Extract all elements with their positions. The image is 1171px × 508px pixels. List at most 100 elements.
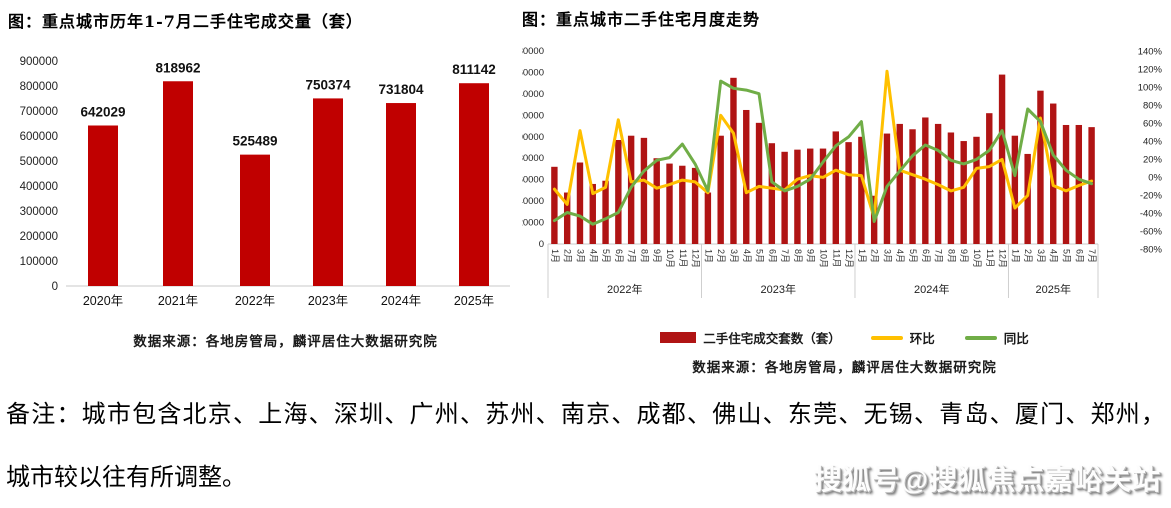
- legend-label-sales: 二手住宅成交套数（套）: [703, 331, 841, 346]
- monthly-bar: [679, 165, 686, 244]
- monthly-bar: [755, 122, 763, 244]
- footnote-line2: 城市较以往有所调整。: [6, 463, 246, 491]
- y-tick: 300000: [20, 206, 58, 218]
- right-axis-tick: -60%: [1140, 226, 1163, 237]
- right-axis-tick: 0%: [1148, 172, 1162, 183]
- left-axis-tick: 140000: [522, 89, 544, 100]
- monthly-chart-source: 数据来源：各地房管局，麟评居住大数据研究院: [692, 360, 997, 376]
- bar-value-label: 811142: [452, 62, 496, 77]
- monthly-bars: [551, 74, 1095, 245]
- annual-bar: [313, 98, 343, 287]
- monthly-bar: [563, 192, 571, 244]
- month-label: 1月: [857, 249, 867, 263]
- year-label: 2025年: [1035, 282, 1070, 296]
- month-label: 10月: [819, 249, 829, 268]
- left-axis-tick: 80000: [522, 153, 544, 164]
- monthly-bar: [845, 142, 852, 244]
- legend-item-mom: 环比: [870, 328, 935, 347]
- mom-line: [552, 69, 1094, 220]
- left-axis-tick: 60000: [522, 175, 544, 186]
- month-label: 11月: [678, 249, 688, 267]
- month-label: 1月: [703, 249, 713, 263]
- monthly-bar: [909, 129, 916, 244]
- monthly-bar: [1024, 153, 1031, 244]
- footnote-line1: 备注：城市包含北京、上海、深圳、广州、苏州、南京、成都、佛山、东莞、无锡、青岛、…: [6, 400, 1165, 428]
- right-axis-tick: 40%: [1143, 136, 1163, 147]
- monthly-chart-title: 图：重点城市二手住宅月度走势: [522, 10, 761, 29]
- month-label: 5月: [601, 249, 611, 263]
- legend-item-sales: 二手住宅成交套数（套）: [660, 328, 841, 347]
- y-tick: 800000: [20, 81, 58, 93]
- month-label: 9月: [959, 249, 969, 263]
- month-label: 10月: [972, 249, 982, 268]
- x-category-label: 2024年: [381, 294, 421, 308]
- bar-value-label: 731804: [378, 82, 424, 97]
- left-axis-tick: 160000: [522, 67, 544, 78]
- month-label: 3月: [883, 249, 893, 263]
- x-category-label: 2021年: [158, 294, 198, 308]
- year-label: 2022年: [607, 282, 642, 296]
- yoy-line: [552, 79, 1094, 226]
- month-label: 3月: [729, 249, 739, 263]
- monthly-bar: [602, 180, 609, 244]
- right-axis-tick: 140%: [1138, 46, 1163, 57]
- monthly-bar: [819, 148, 827, 244]
- y-tick: 900000: [20, 56, 58, 68]
- y-tick: 500000: [20, 156, 58, 168]
- right-axis-tick: 20%: [1143, 154, 1163, 165]
- monthly-bar: [666, 163, 673, 244]
- annual-bar: [459, 83, 489, 286]
- month-label: 5月: [908, 249, 918, 263]
- right-axis-tick: 100%: [1138, 82, 1163, 93]
- month-label: 12月: [844, 249, 854, 268]
- monthly-bar: [717, 135, 724, 244]
- month-label: 1月: [550, 249, 560, 263]
- y-tick: 600000: [20, 131, 58, 143]
- month-label: 5月: [1062, 249, 1072, 263]
- month-label: 9月: [652, 249, 662, 263]
- month-label: 8月: [946, 249, 956, 263]
- annual-bar: [88, 125, 118, 286]
- month-label: 9月: [806, 249, 816, 263]
- month-label: 10月: [665, 249, 675, 268]
- monthly-bar: [781, 151, 788, 244]
- monthly-trend-chart-panel: 图：重点城市二手住宅月度走势 0 20000 40000 60000 80000 1000…: [522, 6, 1171, 386]
- left-axis-tick: 180000: [522, 46, 544, 57]
- month-label: 6月: [767, 249, 777, 263]
- monthly-bar: [986, 113, 993, 244]
- bar-value-label: 642029: [80, 104, 125, 119]
- month-label: 5月: [755, 249, 765, 263]
- bar-value-label: 818962: [155, 60, 200, 75]
- monthly-bar: [576, 162, 584, 244]
- legend: 二手住宅成交套数（套） 环比 同比: [522, 328, 1167, 347]
- x-category-label: 2020年: [83, 294, 123, 308]
- left-axis-tick: 20000: [522, 218, 544, 229]
- month-label: 3月: [576, 249, 586, 263]
- monthly-bar: [947, 132, 955, 244]
- annual-chart-source: 数据来源：各地房管局，麟评居住大数据研究院: [133, 334, 438, 350]
- right-axis-tick: 60%: [1143, 118, 1163, 129]
- month-label: 4月: [742, 249, 752, 263]
- annual-bars: 642029 2020年 818962 2021年 525489 2022年 750374 2…: [80, 60, 495, 308]
- monthly-bar: [704, 192, 712, 244]
- annual-bar: [386, 103, 416, 286]
- annual-bar: [163, 81, 193, 287]
- monthly-bar: [691, 167, 699, 244]
- monthly-combo-chart: 0 20000 40000 60000 80000 100000 120000 140000 1…: [522, 46, 1163, 298]
- legend-item-yoy: 同比: [964, 328, 1029, 347]
- bar-value-label: 525489: [232, 134, 277, 149]
- right-axis-tick: 120%: [1138, 64, 1163, 75]
- month-label: 4月: [895, 249, 905, 263]
- month-label: 7月: [934, 249, 944, 263]
- bar-value-label: 750374: [305, 77, 351, 92]
- monthly-bar: [615, 139, 622, 244]
- month-label: 4月: [1049, 249, 1059, 263]
- annual-chart-title: 图：重点城市历年1-7月二手住宅成交量（套）: [8, 12, 363, 31]
- monthly-bar: [743, 109, 750, 244]
- monthly-bar: [1011, 135, 1019, 244]
- month-label: 7月: [780, 249, 790, 263]
- monthly-bar: [858, 136, 865, 244]
- x-category-label: 2022年: [235, 294, 275, 308]
- monthly-bar: [640, 137, 648, 244]
- annual-sales-chart-panel: 图：重点城市历年1-7月二手住宅成交量（套） 0 100000 200000 3000…: [8, 8, 513, 368]
